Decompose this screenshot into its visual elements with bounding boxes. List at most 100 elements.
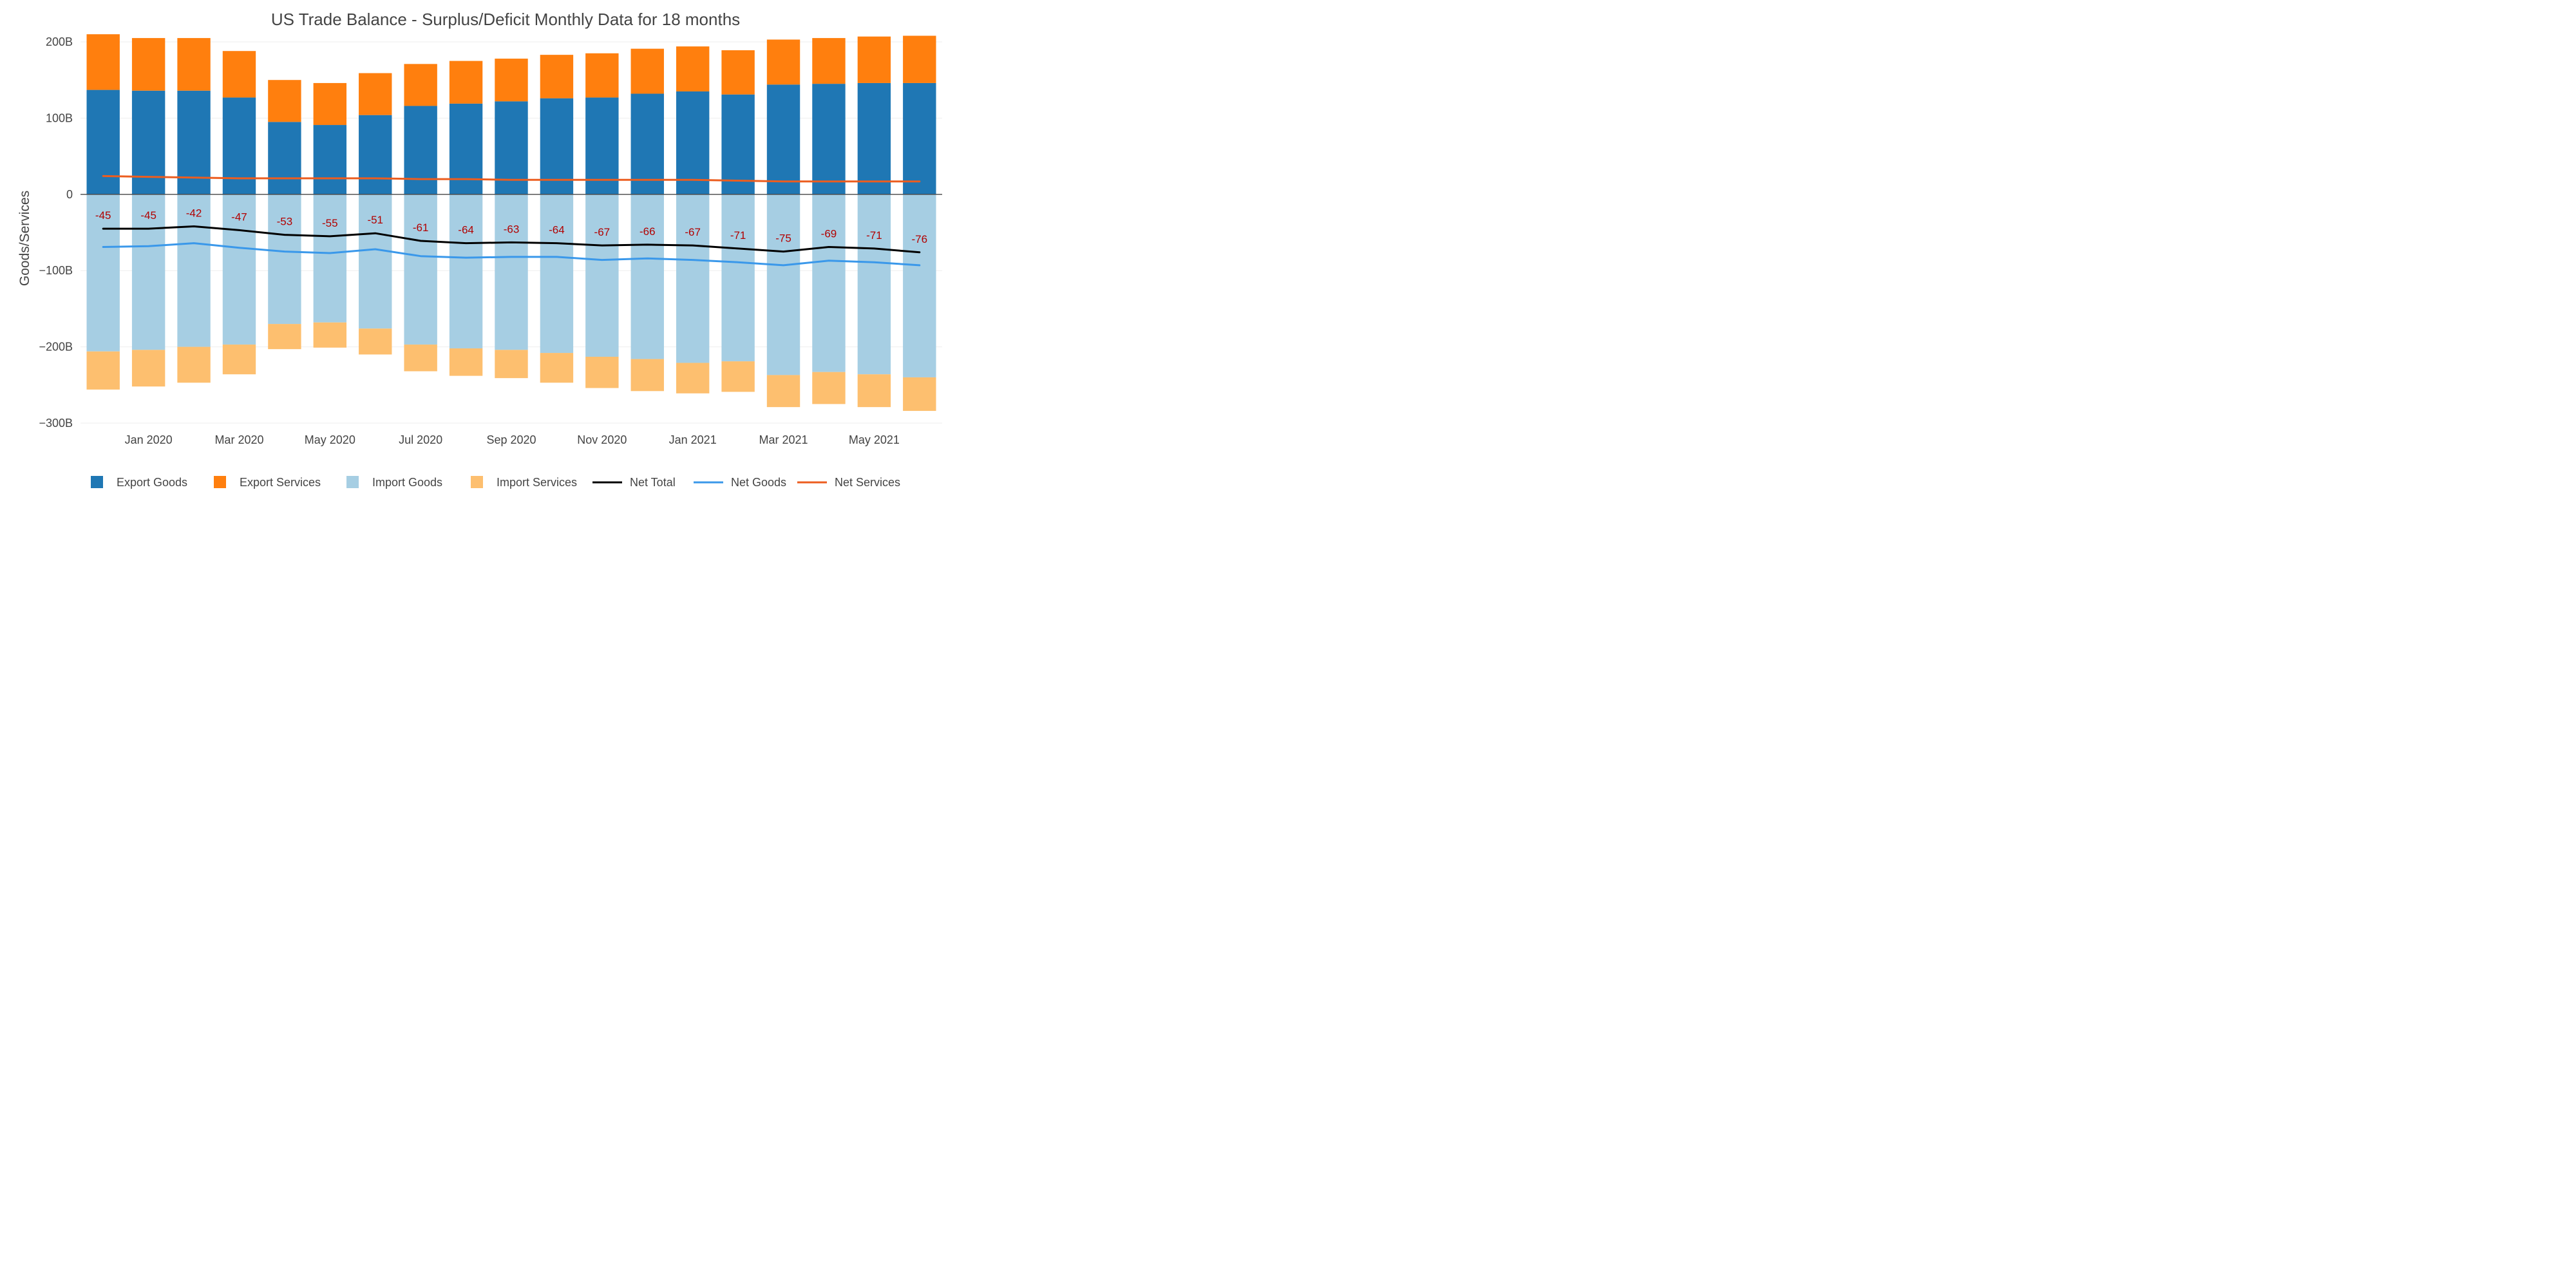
bar-export-goods (540, 98, 574, 194)
bar-import-services (721, 361, 755, 392)
legend-item-export-goods[interactable]: Export Goods (91, 476, 187, 489)
bar-export-goods (812, 84, 846, 194)
legend-swatch (214, 476, 226, 488)
bar-export-goods (177, 90, 211, 194)
net-total-data-label: -64 (549, 224, 565, 236)
legend-swatch (471, 476, 483, 488)
net-total-data-label: -47 (231, 211, 247, 223)
bar-export-services (495, 59, 528, 102)
x-tick-label: Mar 2020 (214, 433, 263, 446)
bar-export-services (585, 53, 619, 98)
bar-export-goods (903, 82, 936, 194)
bar-export-goods (721, 94, 755, 194)
bar-export-services (449, 61, 483, 104)
bar-import-goods (131, 194, 166, 350)
bar-export-services (86, 34, 120, 90)
lines (102, 175, 921, 267)
bar-export-services (222, 51, 256, 98)
bar-import-goods (495, 194, 528, 350)
bar-export-services (812, 38, 846, 84)
bar-import-goods (903, 194, 936, 377)
bar-import-services (630, 359, 664, 392)
bar-import-services (540, 353, 574, 383)
net-total-data-label: -76 (912, 233, 928, 245)
bar-export-services (857, 36, 891, 83)
legend-item-export-services[interactable]: Export Services (214, 476, 321, 489)
y-tick-label: 200B (46, 35, 73, 48)
y-axis-title: Goods/Services (17, 191, 32, 286)
bar-export-goods (857, 82, 891, 194)
x-tick-label: Jul 2020 (399, 433, 442, 446)
bar-export-goods (359, 115, 392, 194)
bar-import-goods (540, 194, 574, 354)
legend-item-net-services[interactable]: Net Services (797, 476, 900, 489)
line-net-services (102, 175, 921, 183)
bar-export-services (359, 73, 392, 115)
y-tick-label: −200B (39, 341, 73, 354)
legend-item-import-goods[interactable]: Import Goods (346, 476, 442, 489)
bar-import-services (222, 345, 256, 375)
bar-import-services (404, 345, 437, 372)
legend-label: Import Services (497, 476, 577, 489)
bar-import-services (131, 350, 166, 387)
y-tick-label: 0 (66, 188, 73, 201)
bar-export-goods (630, 93, 664, 194)
net-total-data-label: -71 (730, 229, 746, 242)
legend-label: Net Goods (731, 476, 786, 489)
chart-title: US Trade Balance - Surplus/Deficit Month… (271, 10, 740, 29)
net-total-data-label: -64 (458, 224, 474, 236)
legend-item-import-services[interactable]: Import Services (471, 476, 577, 489)
bar-export-services (540, 55, 574, 99)
net-total-data-label: -69 (821, 227, 837, 240)
net-total-data-label: -75 (775, 232, 791, 245)
y-axis-ticks: 200B 100B 0 −100B −200B −300B (39, 35, 73, 430)
bar-import-goods (268, 194, 301, 325)
bar-import-goods (86, 194, 120, 352)
bar-import-goods (721, 194, 755, 362)
bar-export-services (177, 38, 211, 91)
net-total-data-label: -71 (866, 229, 882, 242)
bar-import-goods (222, 194, 256, 345)
net-total-data-label: -66 (639, 225, 656, 238)
bar-import-goods (857, 194, 891, 375)
y-tick-label: 100B (46, 111, 73, 124)
bar-export-services (313, 82, 347, 126)
y-tick-label: −100B (39, 264, 73, 277)
bar-import-services (676, 363, 710, 393)
bar-export-services (268, 80, 301, 122)
bar-export-goods (222, 97, 256, 194)
line-net-total (102, 225, 921, 254)
net-total-data-label: -67 (685, 226, 701, 238)
net-total-data-label: -63 (504, 223, 520, 235)
net-total-data-label: -45 (140, 209, 156, 222)
bar-import-goods (359, 194, 392, 329)
bar-export-services (676, 46, 710, 91)
bar-export-goods (268, 122, 301, 194)
bar-import-services (766, 375, 800, 408)
bar-import-services (903, 377, 936, 412)
legend-item-net-goods[interactable]: Net Goods (694, 476, 786, 489)
legend: Export Goods Export Services Import Goods I… (91, 476, 900, 489)
net-total-data-label: -67 (594, 226, 611, 238)
trade-balance-chart: US Trade Balance - Surplus/Deficit Month… (17, 10, 942, 489)
bar-import-goods (812, 194, 846, 372)
legend-label: Net Total (630, 476, 676, 489)
bar-import-goods (585, 194, 619, 357)
x-tick-label: Nov 2020 (577, 433, 627, 446)
legend-item-net-total[interactable]: Net Total (592, 476, 676, 489)
bar-import-goods (404, 194, 437, 345)
bar-import-services (495, 350, 528, 379)
bar-export-services (903, 35, 936, 83)
bar-import-services (857, 374, 891, 408)
legend-swatch (91, 476, 103, 488)
bar-export-goods (86, 90, 120, 194)
bar-export-goods (404, 106, 437, 194)
bar-export-services (404, 64, 437, 106)
net-total-data-label: -51 (367, 214, 383, 226)
x-axis-ticks: Jan 2020 Mar 2020 May 2020 Jul 2020 Sep 2020… (125, 433, 900, 446)
net-total-data-label: -55 (322, 217, 338, 229)
bar-import-goods (630, 194, 664, 359)
bar-import-services (359, 328, 392, 355)
net-total-data-label: -42 (186, 207, 202, 220)
bar-export-goods (676, 91, 710, 194)
